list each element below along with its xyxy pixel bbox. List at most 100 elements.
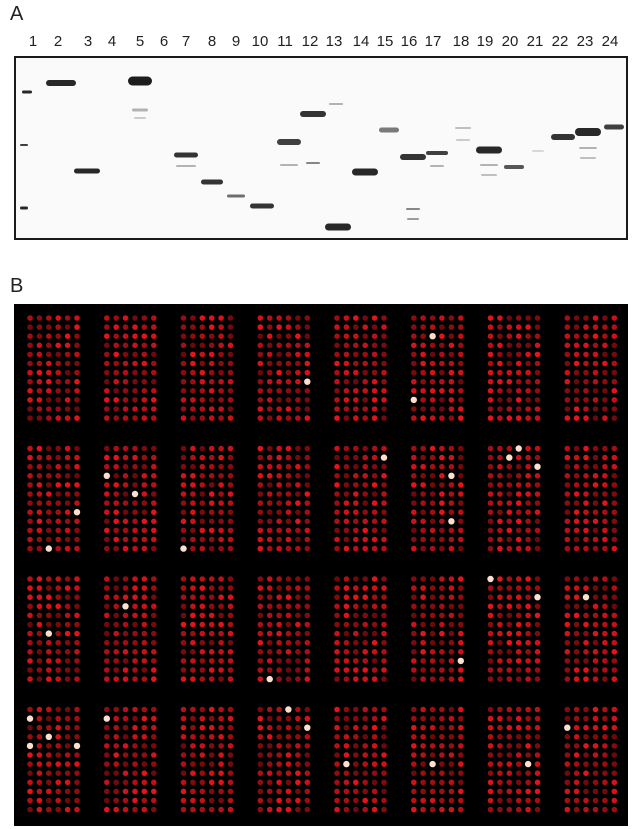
array-block-r2-c3	[180, 445, 234, 552]
array-spot	[362, 509, 369, 515]
array-spot	[353, 509, 359, 515]
array-spot	[611, 706, 618, 713]
array-spot	[371, 752, 378, 758]
array-spot	[141, 351, 148, 358]
array-spot	[420, 724, 426, 731]
array-spot	[564, 473, 571, 479]
array-spot	[583, 715, 589, 722]
array-spot	[611, 734, 618, 740]
array-spot	[199, 621, 206, 628]
array-spot	[458, 509, 464, 515]
array-spot	[429, 333, 436, 340]
array-spot	[55, 788, 61, 795]
array-spot	[497, 369, 503, 376]
array-spot	[429, 342, 436, 349]
array-spot	[371, 676, 378, 682]
array-spot	[104, 342, 110, 349]
array-spot	[411, 500, 417, 506]
array-spot	[611, 351, 618, 358]
array-spot	[132, 536, 138, 543]
array-spot	[55, 752, 61, 758]
array-spot	[266, 509, 273, 515]
array-spot	[304, 445, 311, 452]
array-spot	[103, 472, 111, 479]
array-spot	[295, 360, 301, 367]
array-spot	[381, 576, 387, 582]
array-spot	[36, 545, 43, 552]
array-spot	[381, 743, 387, 749]
array-spot	[227, 482, 234, 488]
array-spot	[295, 630, 301, 637]
array-spot	[285, 770, 292, 776]
array-spot	[381, 621, 387, 628]
array-spot	[429, 360, 436, 367]
array-spot	[151, 545, 157, 552]
array-spot	[420, 445, 426, 452]
array-spot	[506, 779, 513, 786]
array-spot	[583, 369, 589, 376]
array-spot	[515, 333, 522, 339]
array-block-r2-c1	[27, 445, 81, 552]
array-spot	[564, 612, 571, 619]
array-spot	[381, 630, 387, 637]
array-spot	[448, 369, 455, 376]
array-spot	[334, 649, 340, 655]
array-spot	[113, 397, 119, 403]
array-spot	[74, 518, 80, 525]
array-spot	[420, 545, 426, 552]
array-spot	[439, 658, 445, 664]
array-spot	[343, 760, 350, 768]
array-spot	[122, 454, 129, 461]
array-spot	[592, 576, 599, 582]
array-spot	[132, 463, 138, 470]
array-spot	[190, 491, 196, 497]
gel-band-19	[325, 223, 351, 231]
array-spot	[411, 761, 417, 767]
array-spot	[439, 473, 445, 479]
array-spot	[458, 473, 464, 479]
array-spot	[534, 761, 541, 767]
array-spot	[487, 482, 494, 488]
array-spot	[420, 333, 426, 339]
array-block-r2-c6	[411, 445, 464, 552]
array-spot	[199, 536, 206, 543]
array-spot	[525, 388, 531, 394]
array-spot	[506, 333, 513, 339]
array-spot	[113, 715, 119, 722]
array-spot	[353, 621, 359, 628]
array-spot	[487, 649, 494, 655]
array-spot	[411, 454, 417, 461]
array-spot	[583, 621, 589, 628]
array-spot	[448, 536, 455, 543]
array-spot	[448, 500, 455, 506]
lane-label-9: 9	[231, 33, 241, 50]
array-spot	[55, 388, 61, 394]
array-spot	[515, 445, 522, 452]
array-spot	[515, 527, 522, 534]
array-spot	[36, 761, 43, 767]
array-spot	[276, 788, 282, 795]
array-spot	[55, 369, 61, 376]
array-spot	[583, 351, 589, 358]
array-spot	[285, 369, 292, 376]
array-spot	[141, 315, 148, 321]
array-spot	[122, 594, 129, 600]
array-spot	[304, 360, 311, 367]
array-spot	[227, 545, 234, 552]
array-spot	[362, 482, 369, 488]
array-spot	[180, 779, 187, 786]
array-spot	[583, 518, 589, 525]
array-spot	[420, 594, 426, 600]
gel-band-35	[575, 128, 601, 136]
array-spot	[64, 378, 71, 385]
array-spot	[573, 770, 580, 776]
array-spot	[257, 397, 264, 403]
array-spot	[583, 482, 589, 488]
array-spot	[64, 397, 71, 403]
array-spot	[74, 612, 80, 619]
array-spot	[132, 415, 138, 421]
array-spot	[583, 649, 589, 655]
array-spot	[381, 603, 387, 610]
array-spot	[506, 342, 513, 349]
array-spot	[429, 806, 436, 813]
